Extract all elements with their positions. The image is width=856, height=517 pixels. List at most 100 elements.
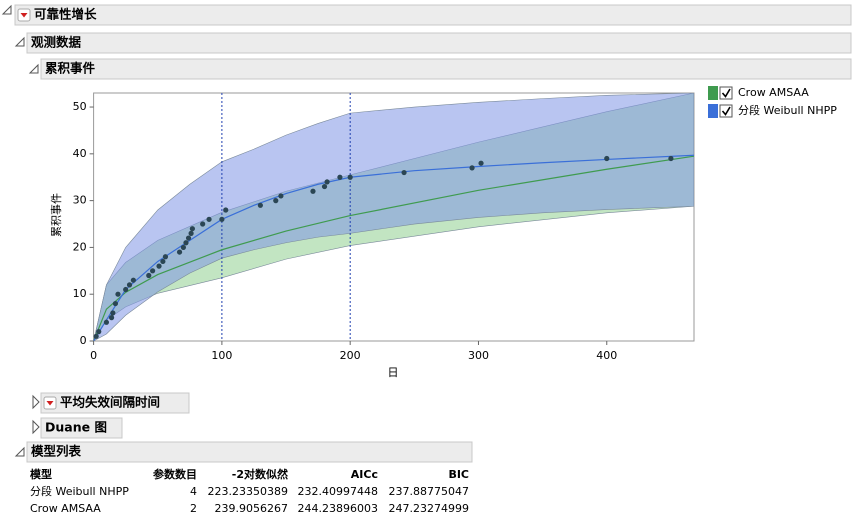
data-point	[162, 254, 169, 260]
x-tick-label: 200	[340, 349, 361, 362]
table-cell: 239.9056267	[215, 502, 288, 515]
column-header: 参数数目	[153, 467, 197, 481]
disclosure-icon[interactable]	[32, 394, 40, 410]
section-title: Duane 图	[45, 420, 107, 435]
fit-line	[93, 154, 695, 341]
data-point	[130, 277, 136, 283]
section-title: 观测数据	[31, 35, 82, 50]
y-tick-label: 20	[73, 240, 87, 253]
outline-duane: Duane 图	[32, 417, 123, 439]
data-point	[146, 272, 152, 279]
data-point	[347, 174, 353, 180]
data-point	[189, 226, 195, 232]
header-bar	[40, 417, 123, 439]
outline-reliability-growth: 可靠性增长	[1, 4, 852, 26]
table-cell: 247.23274999	[389, 502, 469, 515]
table-cell: 分段 Weibull NHPP	[30, 484, 129, 498]
data-point	[324, 179, 330, 185]
section-title: 可靠性增长	[34, 7, 97, 22]
legend-label: 分段 Weibull NHPP	[738, 103, 837, 117]
x-tick-label: 100	[211, 349, 232, 362]
x-tick-label: 300	[468, 349, 489, 362]
column-header: 模型	[30, 467, 52, 481]
table-cell: 2	[190, 502, 197, 515]
section-title: 平均失效间隔时间	[60, 395, 160, 410]
data-point	[103, 319, 110, 325]
data-point	[478, 160, 484, 166]
legend-swatch	[708, 86, 718, 100]
disclosure-icon[interactable]	[14, 36, 25, 47]
legend-label: Crow AMSAA	[738, 86, 809, 99]
data-point	[273, 198, 279, 204]
header-bar	[26, 441, 473, 463]
data-point	[96, 329, 102, 335]
data-point	[337, 174, 343, 180]
data-point	[180, 244, 187, 251]
disclosure-icon[interactable]	[14, 446, 25, 457]
model-table: 模型 参数数目 -2对数似然 AICc BIC 分段 Weibull NHPP 4 223.2…	[30, 467, 469, 515]
data-point	[278, 193, 284, 199]
data-point	[321, 183, 328, 190]
data-point	[150, 268, 156, 274]
table-cell: 237.88775047	[389, 485, 469, 498]
data-point	[110, 310, 116, 316]
y-tick-label: 10	[73, 287, 87, 300]
data-point	[126, 282, 133, 288]
header-bar	[40, 58, 852, 80]
data-point	[185, 235, 192, 241]
plot-area	[93, 93, 695, 341]
outline-observed-data: 观测数据	[14, 32, 852, 54]
data-point	[160, 258, 166, 265]
y-tick-label: 50	[73, 100, 87, 113]
data-point	[183, 240, 189, 246]
outline-model-list: 模型列表	[14, 441, 473, 463]
x-tick-label: 400	[596, 349, 617, 362]
data-point	[668, 155, 674, 162]
menu-arrow	[46, 401, 54, 406]
table-cell: 223.23350389	[208, 485, 288, 498]
column-header: -2对数似然	[232, 467, 288, 481]
data-point	[93, 333, 99, 339]
data-point	[257, 202, 263, 208]
confidence-band	[93, 93, 695, 341]
legend-swatch	[708, 104, 718, 118]
data-point	[156, 263, 162, 269]
disclosure-icon[interactable]	[32, 419, 40, 435]
column-header: AICc	[351, 468, 378, 481]
data-point	[188, 230, 194, 236]
y-axis-label: 累积事件	[50, 193, 63, 237]
data-point	[112, 300, 119, 307]
x-tick-label: 0	[90, 349, 97, 362]
table-cell: 4	[190, 485, 197, 498]
legend-item: Crow AMSAA	[708, 86, 809, 100]
y-tick-label: 0	[80, 334, 87, 347]
section-title: 模型列表	[31, 444, 82, 459]
table-cell: Crow AMSAA	[30, 502, 101, 515]
data-point	[200, 221, 206, 227]
data-point	[219, 216, 225, 222]
data-point	[108, 315, 115, 321]
data-point	[401, 169, 407, 176]
x-axis-label: 日	[388, 366, 399, 379]
data-point	[469, 165, 475, 171]
outline-cumulative-events: 累积事件	[28, 58, 852, 80]
table-cell: 244.23896003	[298, 502, 378, 515]
header-bar	[40, 392, 190, 414]
data-point	[176, 249, 183, 255]
disclosure-icon[interactable]	[28, 63, 39, 74]
table-cell: 232.40997448	[298, 485, 378, 498]
data-point	[115, 291, 121, 297]
header-bar	[26, 32, 852, 54]
data-point	[604, 155, 610, 162]
column-header: BIC	[448, 468, 469, 481]
disclosure-icon[interactable]	[1, 4, 12, 15]
section-title: 累积事件	[45, 61, 96, 76]
data-point	[310, 188, 316, 194]
menu-arrow	[20, 13, 28, 18]
fit-line	[93, 155, 695, 341]
data-point	[206, 216, 212, 222]
checkmark	[721, 106, 731, 116]
outline-mtbf: 平均失效间隔时间	[32, 392, 190, 414]
legend-item: 分段 Weibull NHPP	[708, 103, 837, 118]
